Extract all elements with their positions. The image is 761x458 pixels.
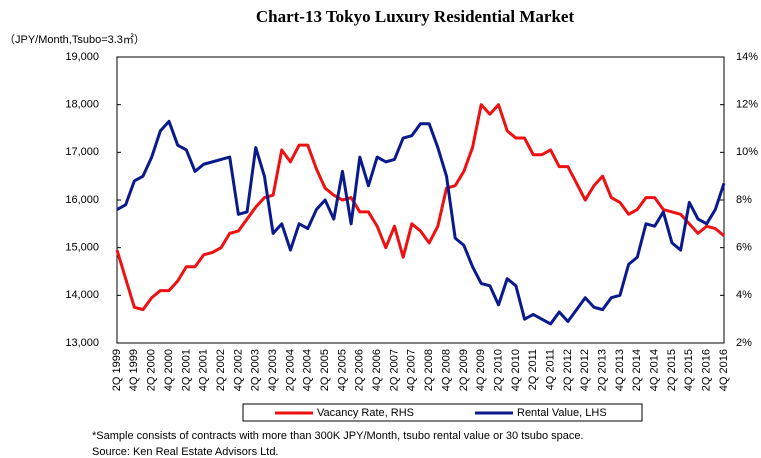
x-tick-label: 4Q 2012 bbox=[579, 349, 591, 391]
x-tick-label: 4Q 2015 bbox=[683, 349, 695, 391]
y-tick-label: 16,000 bbox=[65, 194, 99, 206]
y2-tick-label: 12% bbox=[736, 99, 758, 111]
legend-label: Rental Value, LHS bbox=[517, 407, 607, 419]
x-tick-label: 4Q 2006 bbox=[371, 349, 383, 391]
x-tick-label: 2Q 2011 bbox=[527, 349, 539, 390]
legend-label: Vacancy Rate, RHS bbox=[317, 407, 414, 419]
x-tick-label: 4Q 2010 bbox=[510, 349, 522, 391]
x-tick-label: 2Q 2006 bbox=[354, 349, 366, 391]
y-tick-label: 17,000 bbox=[65, 146, 99, 158]
x-tick-label: 4Q 2000 bbox=[163, 349, 175, 391]
x-tick-label: 2Q 2001 bbox=[180, 349, 192, 391]
x-tick-label: 4Q 1999 bbox=[128, 349, 140, 391]
x-tick-label: 2Q 2004 bbox=[284, 349, 296, 391]
y-tick-label: 19,000 bbox=[65, 51, 99, 63]
y-tick-label: 15,000 bbox=[65, 242, 99, 254]
chart-title: Chart-13 Tokyo Luxury Residential Market bbox=[256, 7, 575, 26]
x-tick-label: 2Q 2013 bbox=[597, 349, 609, 391]
x-tick-label: 4Q 2003 bbox=[267, 349, 279, 391]
x-tick-label: 4Q 2005 bbox=[336, 349, 348, 391]
y2-tick-label: 8% bbox=[736, 194, 752, 206]
y2-tick-label: 6% bbox=[736, 242, 752, 254]
x-tick-label: 4Q 2007 bbox=[406, 349, 418, 391]
x-tick-label: 2Q 2000 bbox=[146, 349, 158, 391]
x-tick-label: 4Q 2014 bbox=[649, 349, 661, 391]
x-tick-label: 2Q 2010 bbox=[492, 349, 504, 391]
x-tick-label: 4Q 2001 bbox=[198, 349, 210, 391]
x-tick-label: 4Q 2008 bbox=[440, 349, 452, 391]
footnote: *Sample consists of contracts with more … bbox=[92, 430, 584, 442]
source-note: Source: Ken Real Estate Advisors Ltd. bbox=[92, 446, 279, 458]
x-tick-label: 2Q 2016 bbox=[701, 349, 713, 391]
x-tick-label: 4Q 2004 bbox=[302, 349, 314, 391]
x-tick-label: 4Q 2009 bbox=[475, 349, 487, 391]
x-tick-label: 2Q 2002 bbox=[215, 349, 227, 391]
series-line bbox=[115, 103, 725, 312]
y-tick-label: 18,000 bbox=[65, 99, 99, 111]
x-tick-label: 4Q 2013 bbox=[614, 349, 626, 391]
x-tick-label: 2Q 2007 bbox=[388, 349, 400, 391]
x-tick-label: 2Q 2014 bbox=[631, 349, 643, 391]
series-line bbox=[116, 119, 726, 326]
y2-tick-label: 10% bbox=[736, 146, 758, 158]
x-tick-label: 4Q 2016 bbox=[718, 349, 730, 391]
x-tick-label: 2Q 2015 bbox=[666, 349, 678, 391]
y2-tick-label: 2% bbox=[736, 337, 752, 349]
x-tick-label: 2Q 1999 bbox=[111, 349, 123, 391]
plot-frame bbox=[116, 56, 725, 344]
unit-label: （JPY/Month,Tsubo=3.3㎡） bbox=[4, 33, 145, 46]
x-tick-label: 4Q 2002 bbox=[232, 349, 244, 391]
y-tick-label: 13,000 bbox=[65, 337, 99, 349]
y2-tick-label: 14% bbox=[736, 51, 758, 63]
y-tick-label: 14,000 bbox=[65, 289, 99, 301]
x-tick-label: 4Q 2011 bbox=[544, 349, 556, 390]
x-tick-label: 2Q 2012 bbox=[562, 349, 574, 391]
legend-box bbox=[242, 403, 643, 422]
x-tick-label: 2Q 2008 bbox=[423, 349, 435, 391]
x-tick-label: 2Q 2009 bbox=[458, 349, 470, 391]
x-tick-label: 2Q 2003 bbox=[250, 349, 262, 391]
y2-tick-label: 4% bbox=[736, 289, 752, 301]
x-tick-label: 2Q 2005 bbox=[319, 349, 331, 391]
